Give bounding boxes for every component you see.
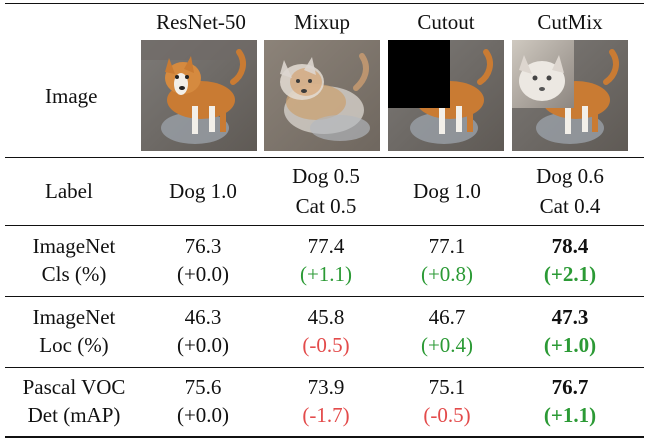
- label-cutmix-line1: Dog 0.6: [536, 164, 604, 188]
- label-cutmix-line2: Cat 0.4: [539, 194, 601, 218]
- label-row-title: Label: [45, 179, 93, 203]
- metric-3-resnet50-value: 75.6: [184, 375, 222, 399]
- metric-1-resnet50-value: 76.3: [184, 234, 222, 258]
- label-mixup-line1: Dog 0.5: [292, 164, 360, 188]
- metric-3-mixup-value: 73.9: [307, 375, 345, 399]
- column-header-mixup: Mixup: [293, 10, 350, 34]
- metric-2-title-line1: ImageNet: [32, 305, 116, 329]
- metric-3-cutmix-value: 76.7: [551, 375, 589, 399]
- cutmix-image: [512, 40, 628, 151]
- metric-3-resnet50-delta: (+0.0): [176, 403, 230, 427]
- top-rule: [5, 3, 644, 4]
- metric-2-mixup-delta: (-0.5): [302, 333, 350, 357]
- image-row-label: Image: [45, 84, 98, 108]
- cutout-image: [388, 40, 504, 151]
- rule-after-metric-1: [5, 296, 644, 297]
- metric-3-title-line2: Det (mAP): [27, 403, 121, 427]
- metric-2-resnet50-value: 46.3: [184, 305, 222, 329]
- bottom-rule: [5, 436, 644, 438]
- metric-3-cutout-value: 75.1: [428, 375, 466, 399]
- metric-1-cutmix-value: 78.4: [551, 234, 589, 258]
- metric-2-title-line2: Loc (%): [39, 333, 109, 357]
- metric-3-cutout-delta: (-0.5): [423, 403, 471, 427]
- metric-3-cutmix-delta: (+1.1): [543, 403, 597, 427]
- metric-2-resnet50-delta: (+0.0): [176, 333, 230, 357]
- metric-1-cutout-delta: (+0.8): [420, 262, 474, 286]
- metric-2-cutmix-delta: (+1.0): [543, 333, 597, 357]
- column-header-cutout: Cutout: [417, 10, 475, 34]
- metric-1-mixup-delta: (+1.1): [299, 262, 353, 286]
- metric-3-mixup-delta: (-1.7): [302, 403, 350, 427]
- metric-1-cutmix-delta: (+2.1): [543, 262, 597, 286]
- column-header-cutmix: CutMix: [537, 10, 603, 34]
- mixup-image: [264, 40, 380, 151]
- resnet50-image: [141, 40, 257, 151]
- metric-3-title-line1: Pascal VOC: [22, 375, 126, 399]
- metric-1-resnet50-delta: (+0.0): [176, 262, 230, 286]
- metric-2-cutout-value: 46.7: [428, 305, 466, 329]
- metric-2-cutout-delta: (+0.4): [420, 333, 474, 357]
- rule-after-label-row: [5, 225, 644, 226]
- label-mixup-line2: Cat 0.5: [295, 194, 357, 218]
- rule-after-images: [5, 157, 644, 158]
- metric-2-cutmix-value: 47.3: [551, 305, 589, 329]
- metric-1-title-line2: Cls (%): [41, 262, 107, 286]
- label-resnet50-line1: Dog 1.0: [169, 179, 237, 203]
- metric-1-title-line1: ImageNet: [32, 234, 116, 258]
- metric-1-cutout-value: 77.1: [428, 234, 466, 258]
- rule-after-metric-2: [5, 367, 644, 368]
- label-cutout-line1: Dog 1.0: [413, 179, 481, 203]
- column-header-resnet50: ResNet-50: [156, 10, 246, 34]
- metric-1-mixup-value: 77.4: [307, 234, 345, 258]
- metric-2-mixup-value: 45.8: [307, 305, 345, 329]
